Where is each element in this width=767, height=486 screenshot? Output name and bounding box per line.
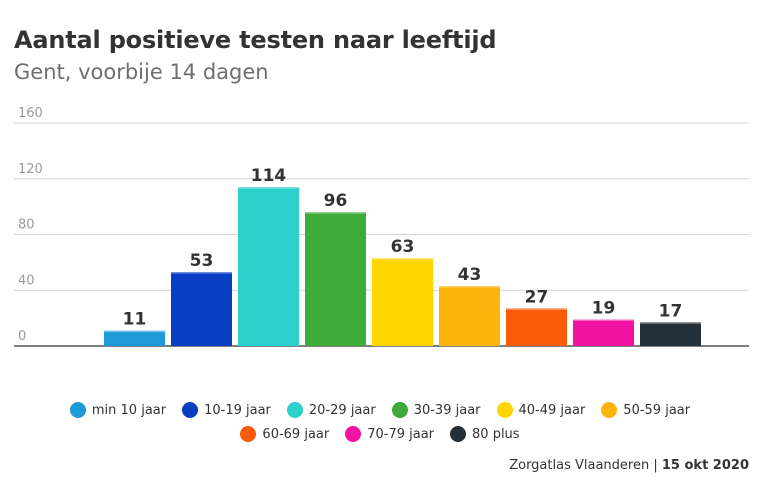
legend-item: 20-29 jaar <box>286 402 376 418</box>
data-label-5: 63 <box>391 237 415 257</box>
bar-8 <box>573 319 634 346</box>
bar-4 <box>305 212 366 346</box>
bar-highlight-2 <box>171 272 232 274</box>
bar-highlight-4 <box>305 212 366 214</box>
legend-swatch <box>240 426 257 442</box>
data-label-8: 19 <box>592 299 616 319</box>
legend-label: 20-29 jaar <box>308 402 376 418</box>
data-label-1: 11 <box>123 310 147 330</box>
data-label-4: 96 <box>324 191 348 211</box>
bar-highlight-9 <box>640 322 701 324</box>
bar-highlight-1 <box>104 330 165 333</box>
legend-item: 80 plus <box>450 426 520 442</box>
legend-swatch <box>286 402 303 418</box>
source-name: Zorgatlas Vlaanderen <box>509 458 650 473</box>
y-tick-label-80: 80 <box>18 218 35 233</box>
y-tick-label-120: 120 <box>18 162 43 177</box>
legend-swatch <box>345 426 362 442</box>
legend-label: min 10 jaar <box>91 402 167 418</box>
data-label-6: 43 <box>458 265 482 285</box>
bar-chart: 0 40 80 120 160 11 53 114 96 63 43 27 19 17 <box>14 106 749 347</box>
legend-label: 50-59 jaar <box>623 402 691 418</box>
chart-title: Aantal positieve testen naar leeftijd <box>14 26 497 54</box>
bar-highlight-8 <box>573 319 634 322</box>
bar-highlight-5 <box>372 258 433 260</box>
bar-5 <box>372 258 433 346</box>
data-label-2: 53 <box>190 251 214 271</box>
legend-item: 60-69 jaar <box>240 426 329 442</box>
y-tick-label-40: 40 <box>18 273 35 288</box>
y-tick-label-160: 160 <box>18 106 43 121</box>
bar-highlight-7 <box>506 308 567 310</box>
chart-legend: min 10 jaar 10-19 jaar 20-29 jaar 30-39 jaa… <box>30 402 730 442</box>
data-label-3: 114 <box>251 166 287 186</box>
legend-label: 60-69 jaar <box>262 426 330 442</box>
bar-2 <box>171 272 232 346</box>
bar-3 <box>238 187 299 346</box>
bar-highlight-3 <box>238 187 299 189</box>
legend-item: 30-39 jaar <box>391 402 481 418</box>
bar-7 <box>506 308 567 346</box>
data-label-9: 17 <box>659 301 683 321</box>
legend-swatch <box>69 402 86 418</box>
legend-label: 30-39 jaar <box>413 402 481 418</box>
legend-swatch <box>601 402 618 418</box>
legend-label: 40-49 jaar <box>518 402 586 418</box>
legend-item: 10-19 jaar <box>182 402 271 418</box>
source-date: 15 okt 2020 <box>661 458 749 473</box>
bar-9 <box>640 322 701 346</box>
legend-item: 50-59 jaar <box>601 402 690 418</box>
legend-swatch <box>391 402 408 418</box>
legend-swatch <box>182 402 199 418</box>
legend-label: 80 plus <box>472 426 520 442</box>
chart-subtitle: Gent, voorbije 14 dagen <box>14 60 269 84</box>
bar-1 <box>104 330 165 346</box>
source-separator: | <box>653 458 658 473</box>
legend-swatch <box>496 402 513 418</box>
legend-label: 70-79 jaar <box>367 426 435 442</box>
legend-item: 70-79 jaar <box>345 426 434 442</box>
legend-swatch <box>450 426 467 442</box>
legend-item: 40-49 jaar <box>496 402 586 418</box>
legend-label: 10-19 jaar <box>204 402 271 418</box>
source-credit: Zorgatlas Vlaanderen | 15 okt 2020 <box>509 458 749 473</box>
data-label-7: 27 <box>525 287 549 307</box>
bar-6 <box>439 286 500 346</box>
legend-item: min 10 jaar <box>69 402 167 418</box>
bar-highlight-6 <box>439 286 500 288</box>
y-tick-label-0: 0 <box>18 329 26 344</box>
